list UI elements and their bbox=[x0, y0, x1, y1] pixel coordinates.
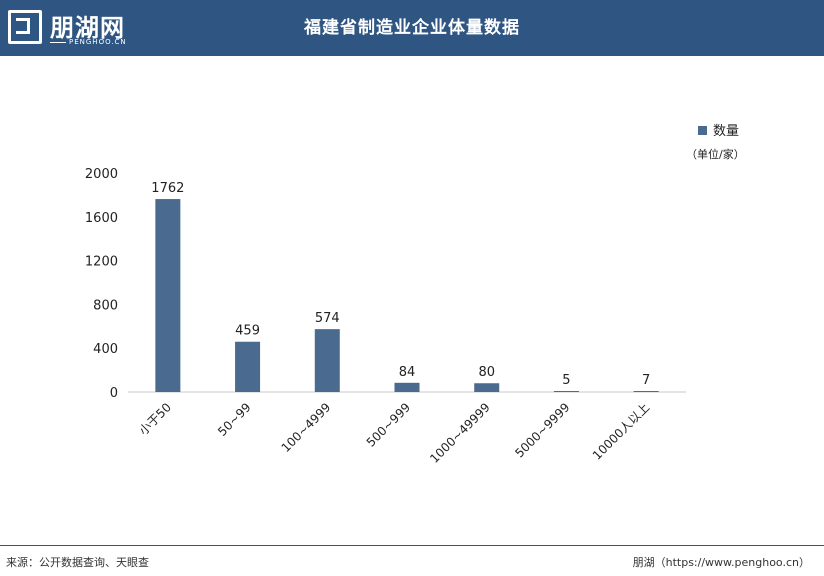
data-label: 5 bbox=[562, 373, 570, 388]
bar-chart: 0 400 800 1200 1600 2000 1762 小于50 459 50~99 574 10… bbox=[85, 167, 686, 466]
footer-source: 来源：公开数据查询、天眼查 bbox=[6, 556, 149, 569]
footer-divider bbox=[0, 545, 824, 546]
footer-credit: 朋湖（https://www.penghoo.cn） bbox=[632, 556, 810, 569]
y-tick-label: 1200 bbox=[85, 255, 118, 270]
unit-label: （单位/家） bbox=[686, 148, 745, 161]
data-label: 84 bbox=[399, 365, 416, 380]
x-tick-label: 10000人以上 bbox=[590, 400, 652, 462]
x-tick-label: 5000~9999 bbox=[512, 400, 572, 460]
y-tick-label: 1600 bbox=[85, 211, 118, 226]
legend-swatch bbox=[698, 126, 707, 135]
y-tick-label: 2000 bbox=[85, 167, 118, 182]
bar bbox=[394, 382, 420, 392]
y-tick-label: 800 bbox=[93, 298, 118, 313]
y-tick-label: 0 bbox=[110, 386, 118, 401]
bar bbox=[474, 383, 500, 392]
bar bbox=[314, 329, 340, 392]
data-label: 574 bbox=[315, 311, 340, 326]
data-label: 1762 bbox=[151, 181, 184, 196]
data-label: 80 bbox=[478, 365, 495, 380]
bar bbox=[155, 199, 181, 392]
header-bar: 朋湖网 PENGHOO.CN 福建省制造业企业体量数据 bbox=[0, 0, 824, 56]
x-tick-label: 500~999 bbox=[364, 400, 413, 449]
legend-label: 数量 bbox=[713, 124, 740, 139]
logo: 朋湖网 PENGHOO.CN bbox=[8, 6, 138, 50]
logo-icon bbox=[8, 10, 42, 44]
page-title: 福建省制造业企业体量数据 bbox=[304, 18, 520, 38]
bar bbox=[235, 341, 261, 392]
x-tick-label: 100~4999 bbox=[279, 400, 334, 455]
data-label: 459 bbox=[235, 324, 260, 339]
logo-domain: PENGHOO.CN bbox=[50, 38, 127, 46]
x-tick-label: 小于50 bbox=[136, 400, 174, 438]
bar bbox=[633, 391, 659, 392]
x-tick-label: 1000~49999 bbox=[427, 400, 493, 466]
x-tick-label: 50~99 bbox=[215, 400, 254, 439]
bar bbox=[553, 391, 579, 392]
y-tick-label: 400 bbox=[93, 342, 118, 357]
data-label: 7 bbox=[642, 373, 650, 388]
chart-legend: 数量 bbox=[698, 120, 739, 139]
